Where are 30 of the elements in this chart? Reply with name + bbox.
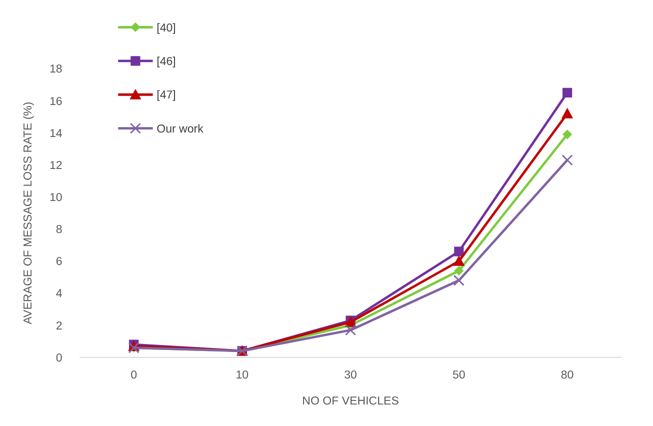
legend-label: [46]: [156, 56, 176, 68]
legend-label: [47]: [156, 90, 176, 102]
point: [453, 255, 465, 266]
x-tick-label: 50: [452, 370, 466, 382]
point: [562, 154, 573, 166]
point: [454, 266, 464, 276]
y-tick-label: 0: [56, 352, 62, 364]
y-tick-label: 14: [49, 128, 63, 140]
x-axis-title: NO OF VEHICLES: [302, 396, 400, 408]
x-tick-label: 30: [344, 370, 357, 382]
point: [345, 324, 356, 336]
y-tick-label: 10: [49, 192, 62, 204]
y-tick-label: 6: [56, 256, 62, 268]
legend-label: [40]: [156, 22, 176, 34]
point: [454, 246, 464, 256]
y-tick-label: 18: [49, 64, 62, 76]
y-tick-label: 16: [49, 96, 62, 108]
y-tick-label: 4: [56, 288, 63, 300]
point: [562, 88, 572, 98]
y-axis-title: AVERAGE OF MESSAGE LOSS RATE (%): [22, 102, 35, 324]
y-tick-label: 12: [49, 160, 62, 172]
y-tick-label: 2: [56, 320, 62, 332]
x-tick-label: 10: [236, 370, 249, 382]
point: [562, 130, 572, 140]
legend-label: Our work: [156, 123, 204, 136]
point: [453, 274, 464, 286]
x-tick-label: 0: [130, 370, 138, 382]
x-tick-label: 80: [560, 370, 574, 382]
point: [562, 108, 574, 118]
y-tick-label: 8: [56, 224, 62, 236]
